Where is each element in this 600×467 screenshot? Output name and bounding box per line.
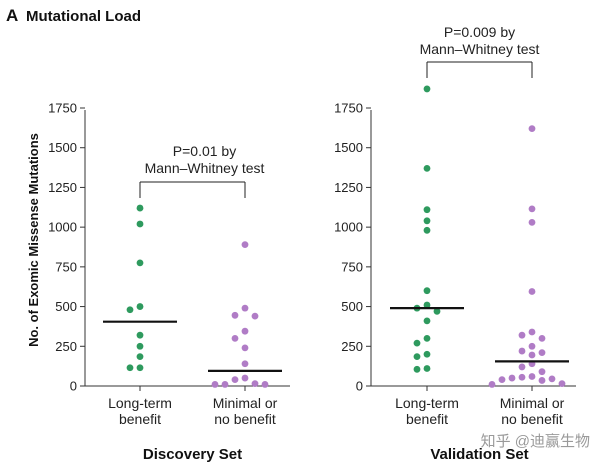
data-point — [251, 312, 259, 320]
data-point — [413, 365, 421, 373]
data-point — [423, 217, 431, 225]
data-point — [518, 363, 526, 371]
data-point — [538, 368, 546, 376]
y-tick-label: 1000 — [48, 220, 77, 235]
data-point — [241, 304, 249, 312]
data-point — [413, 353, 421, 361]
data-point — [423, 164, 431, 172]
data-point — [126, 306, 134, 314]
y-tick-label: 250 — [55, 339, 77, 354]
data-point — [538, 334, 546, 342]
data-point — [423, 317, 431, 325]
data-point — [528, 328, 536, 336]
p-value-annotation: P=0.009 by Mann–Whitney test — [420, 24, 540, 57]
data-point — [528, 125, 536, 133]
data-point — [508, 374, 516, 382]
data-point — [423, 365, 431, 372]
data-point — [528, 342, 536, 350]
y-tick-label: 0 — [356, 379, 363, 394]
panel-heading: A Mutational Load — [6, 6, 141, 25]
y-tick-label: 250 — [341, 339, 363, 354]
data-point — [528, 373, 536, 380]
data-point — [231, 376, 239, 384]
data-point — [528, 218, 536, 226]
data-point — [528, 205, 536, 213]
data-point — [241, 344, 249, 352]
data-point — [528, 288, 536, 295]
y-tick-label: 750 — [341, 259, 363, 274]
data-point — [241, 241, 249, 249]
data-point — [413, 339, 421, 347]
p-value-annotation: P=0.01 by Mann–Whitney test — [145, 143, 265, 176]
y-tick-label: 500 — [55, 299, 77, 314]
y-tick-label: 1000 — [334, 220, 363, 235]
y-tick-label: 500 — [341, 299, 363, 314]
panel-subtitle: Discovery Set — [143, 446, 242, 463]
y-tick-label: 1500 — [334, 140, 363, 155]
data-point — [423, 206, 431, 214]
data-point — [231, 334, 239, 342]
plots-layer: 0 250 500 750 1000 1250 1500 1750 Long-term benef… — [48, 24, 576, 463]
data-point — [241, 360, 249, 368]
x-category-label: Minimal or no benefit — [213, 395, 278, 427]
data-point — [423, 85, 431, 93]
data-point — [518, 373, 526, 381]
data-point — [136, 353, 144, 361]
chart-panel-2: 0 250 500 750 1000 1250 1500 1750 Long-term benef… — [334, 24, 576, 463]
y-tick-label: 750 — [55, 259, 77, 274]
x-category-label: Long-term benefit — [108, 395, 172, 427]
y-tick-label: 0 — [70, 379, 77, 394]
data-point — [241, 374, 249, 382]
data-point — [231, 311, 239, 319]
data-point — [136, 331, 144, 339]
data-point — [136, 259, 144, 267]
y-tick-label: 1750 — [48, 101, 77, 116]
data-point — [136, 364, 144, 372]
data-point — [211, 381, 219, 388]
data-point — [136, 342, 144, 350]
y-tick-label: 1750 — [334, 101, 363, 116]
data-point — [221, 381, 229, 388]
chart-panel-1: 0 250 500 750 1000 1250 1500 1750 Long-term benef… — [48, 101, 290, 463]
data-point — [136, 303, 144, 310]
x-category-label: Long-term benefit — [395, 395, 459, 427]
data-point — [423, 301, 431, 309]
watermark: 知乎 @迪赢生物 — [481, 433, 590, 450]
data-point — [538, 349, 546, 357]
data-point — [433, 307, 441, 315]
data-point — [241, 327, 249, 335]
x-category-label: Minimal or no benefit — [500, 395, 565, 427]
y-tick-label: 1250 — [334, 180, 363, 195]
data-point — [126, 364, 134, 372]
y-tick-label: 1500 — [48, 140, 77, 155]
data-point — [261, 381, 269, 388]
data-point — [528, 351, 536, 359]
panel-title: Mutational Load — [26, 8, 141, 25]
data-point — [498, 376, 506, 384]
data-point — [423, 287, 431, 295]
data-point — [518, 331, 526, 339]
panel-subtitle: Validation Set — [430, 446, 528, 463]
data-point — [538, 377, 546, 384]
data-point — [518, 347, 526, 355]
y-axis-label: No. of Exomic Missense Mutations — [26, 133, 41, 347]
data-point — [423, 334, 431, 342]
data-point — [423, 226, 431, 234]
data-point — [136, 204, 144, 212]
data-point — [423, 350, 431, 358]
data-point — [136, 220, 144, 228]
data-point — [558, 380, 566, 388]
data-point — [548, 375, 556, 383]
data-point — [488, 381, 496, 388]
y-tick-label: 1250 — [48, 180, 77, 195]
panel-letter: A — [6, 6, 18, 25]
data-point — [251, 380, 259, 388]
